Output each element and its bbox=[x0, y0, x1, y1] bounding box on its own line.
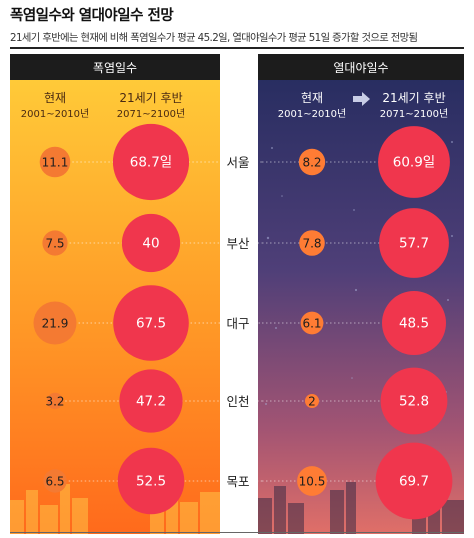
heatwave-current-label: 21.9 bbox=[42, 317, 69, 331]
heatwave-future-bubble bbox=[113, 285, 189, 361]
heatwave-panel-header bbox=[10, 54, 220, 80]
city-label: 서울 bbox=[226, 155, 249, 170]
heatwave-current-bubble bbox=[39, 146, 71, 178]
night-future-period: 2071~2100년 bbox=[380, 108, 448, 120]
heatwave-future-label: 67.5 bbox=[136, 316, 166, 332]
night-current-bubble bbox=[299, 230, 325, 256]
city-label: 대구 bbox=[226, 316, 249, 331]
heatwave-future-bubble bbox=[112, 123, 190, 201]
heatwave-panel-title: 폭염일수 bbox=[93, 61, 137, 75]
night-current-bubble bbox=[297, 466, 327, 496]
heatwave-future-label: 47.2 bbox=[136, 394, 166, 410]
heatwave-future-label: 40 bbox=[142, 236, 159, 252]
night-future-bubble bbox=[375, 442, 453, 520]
night-future-bubble bbox=[378, 126, 450, 198]
heatwave-current-bubble bbox=[46, 392, 64, 410]
heatwave-current-header: 현재 bbox=[44, 91, 66, 105]
night-current-bubble bbox=[300, 311, 324, 335]
night-future-label: 57.7 bbox=[399, 236, 429, 252]
heatwave-future-header: 21세기 후반 bbox=[119, 91, 182, 105]
skyline-left bbox=[10, 484, 220, 534]
night-future-label: 69.7 bbox=[399, 474, 429, 490]
night-future-label: 48.5 bbox=[399, 316, 429, 332]
page-subtitle: 21세기 후반에는 현재에 비해 폭염일수가 평균 45.2일, 열대야일수가 … bbox=[10, 32, 418, 44]
heatwave-current-bubble bbox=[42, 230, 68, 256]
heatwave-current-bubble bbox=[43, 469, 67, 493]
night-current-header: 현재 bbox=[301, 91, 323, 105]
chart-rows: 11.1 68.7일 서울 8.2 60.9일 7.5 40 부산 7.8 57.7 21.9 67.… bbox=[33, 123, 453, 520]
night-future-label: 60.9일 bbox=[393, 155, 435, 171]
heatwave-future-bubble bbox=[121, 213, 181, 273]
tropical-night-panel-header bbox=[258, 54, 464, 80]
page-title: 폭염일수와 열대야일수 전망 bbox=[10, 8, 174, 24]
night-future-bubble bbox=[379, 208, 449, 278]
night-future-label: 52.8 bbox=[399, 394, 429, 410]
heatwave-current-label: 3.2 bbox=[45, 395, 64, 409]
heatwave-future-bubble bbox=[119, 369, 183, 433]
heatwave-future-label: 68.7일 bbox=[130, 155, 172, 171]
heatwave-future-bubble bbox=[117, 447, 185, 515]
heatwave-current-label: 6.5 bbox=[45, 475, 64, 489]
night-future-bubble bbox=[382, 291, 446, 355]
title-divider bbox=[10, 47, 464, 49]
heatwave-panel bbox=[10, 54, 220, 534]
heatwave-future-label: 52.5 bbox=[136, 474, 166, 490]
night-current-label: 2 bbox=[308, 395, 316, 409]
heatwave-current-period: 2001~2010년 bbox=[21, 108, 89, 120]
night-future-bubble bbox=[380, 367, 448, 435]
city-label: 목포 bbox=[226, 474, 249, 489]
heatwave-current-label: 11.1 bbox=[42, 156, 69, 170]
tropical-night-panel-title: 열대야일수 bbox=[333, 61, 388, 75]
heatwave-current-label: 7.5 bbox=[45, 237, 64, 251]
night-current-bubble bbox=[298, 148, 326, 176]
night-current-label: 7.8 bbox=[302, 237, 321, 251]
city-label: 인천 bbox=[226, 394, 249, 409]
night-current-period: 2001~2010년 bbox=[278, 108, 346, 120]
bottom-divider bbox=[10, 532, 464, 533]
heatwave-future-period: 2071~2100년 bbox=[117, 108, 185, 120]
night-current-label: 10.5 bbox=[299, 475, 326, 489]
night-current-label: 8.2 bbox=[302, 156, 321, 170]
heatwave-current-bubble bbox=[33, 301, 77, 345]
city-label: 부산 bbox=[226, 236, 250, 251]
night-future-header: 21세기 후반 bbox=[382, 91, 445, 105]
arrow-right-icon bbox=[353, 92, 370, 106]
night-current-label: 6.1 bbox=[302, 317, 321, 331]
night-current-bubble bbox=[305, 394, 319, 408]
